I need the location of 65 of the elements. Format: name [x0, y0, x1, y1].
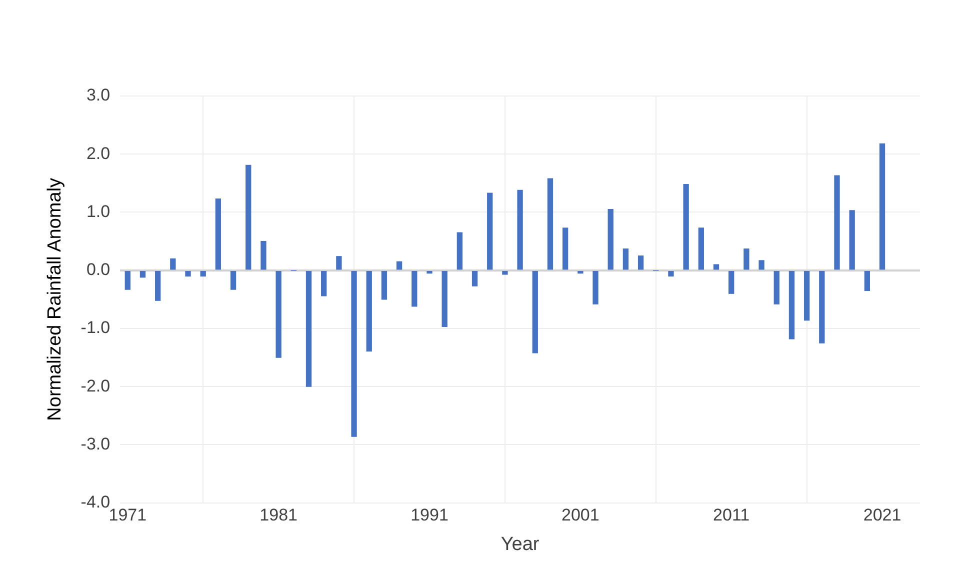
bar — [819, 271, 825, 344]
bar — [154, 271, 161, 301]
bar — [502, 271, 508, 275]
bar — [622, 248, 629, 270]
bar — [124, 271, 130, 290]
bar — [381, 271, 388, 300]
bar — [442, 271, 448, 328]
bar — [306, 271, 312, 387]
bar — [215, 198, 222, 270]
bar — [804, 271, 810, 321]
bar — [321, 271, 327, 296]
x-tick-label: 2011 — [713, 506, 750, 525]
bar — [276, 271, 282, 358]
y-tick-label: -1.0 — [80, 318, 110, 338]
bar — [879, 143, 886, 270]
bar — [472, 271, 478, 286]
x-tick-label: 2021 — [863, 506, 902, 525]
bar — [758, 260, 764, 270]
bar — [426, 271, 432, 274]
y-tick-label: 1.0 — [86, 202, 110, 221]
bar — [366, 271, 372, 352]
x-tick-label: 1971 — [108, 506, 147, 525]
bar — [728, 271, 734, 294]
y-tick-label: 0.0 — [86, 260, 110, 280]
x-tick-label: 1991 — [410, 506, 448, 525]
bar — [788, 271, 795, 340]
bar — [774, 271, 780, 304]
bar — [336, 256, 342, 270]
bar — [713, 264, 720, 270]
bar — [849, 210, 855, 270]
bar — [260, 240, 266, 270]
bar — [562, 228, 568, 270]
bar — [487, 192, 493, 270]
bar — [200, 271, 206, 276]
bar — [864, 271, 870, 292]
y-axis-title: Normalized Rainfall Anomaly — [44, 177, 66, 421]
x-tick-label: 2001 — [562, 506, 600, 525]
bar — [456, 232, 463, 270]
x-axis-title: Year — [500, 534, 540, 555]
y-tick-label: -4.0 — [80, 492, 110, 512]
bar — [668, 271, 674, 276]
bar — [246, 164, 252, 270]
y-tick-label: -3.0 — [80, 434, 110, 454]
bar — [547, 178, 554, 270]
bar — [412, 271, 418, 307]
bar — [396, 261, 402, 270]
bar — [592, 271, 598, 304]
bar — [185, 271, 191, 276]
bar — [517, 190, 523, 270]
bar — [834, 175, 840, 270]
bar — [140, 271, 146, 278]
bar — [638, 255, 644, 270]
bar — [608, 208, 614, 270]
bar — [532, 271, 538, 354]
bar — [351, 271, 357, 437]
bar — [578, 271, 584, 274]
x-tick-label: 1981 — [260, 506, 298, 525]
y-tick-label: 2.0 — [86, 144, 110, 163]
bar — [683, 184, 689, 270]
y-tick-label: 3.0 — [86, 86, 110, 105]
bar — [698, 228, 704, 270]
bar — [170, 258, 176, 270]
bar — [744, 248, 750, 270]
y-tick-label: -2.0 — [80, 376, 110, 396]
bar — [230, 271, 236, 290]
